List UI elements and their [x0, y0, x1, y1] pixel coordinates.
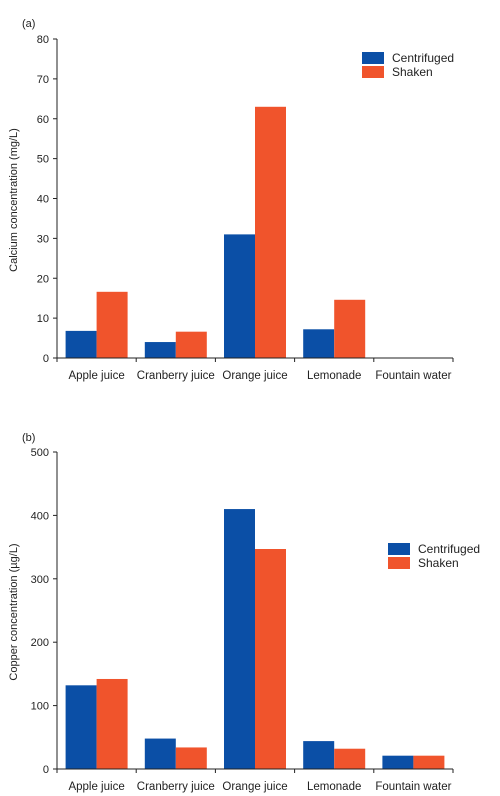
bar-shaken: [96, 291, 128, 358]
legend-label-centrifuged: Centrifuged: [392, 51, 454, 65]
y-tick-label: 70: [37, 74, 49, 86]
y-tick-label: 100: [31, 701, 49, 713]
bars: [65, 106, 366, 358]
y-axis-label: Copper concentration (µg/L): [8, 543, 20, 680]
legend-swatch-shaken: [362, 66, 384, 78]
y-tick-label: 60: [37, 114, 49, 126]
bar-centrifuged: [224, 509, 255, 769]
bar-centrifuged: [303, 329, 335, 358]
legend: Centrifuged Shaken: [362, 51, 454, 79]
bar-centrifuged: [65, 330, 97, 358]
x-axis-categories: Apple juice Cranberry juice Orange juice Le…: [56, 358, 454, 382]
legend: Centrifuged Shaken: [388, 542, 480, 570]
bar-shaken: [255, 106, 286, 358]
bar-shaken: [96, 678, 128, 769]
calcium-chart: (a) Calcium concentration (mg/L) 0 10 20 30…: [8, 18, 454, 382]
panel-label: (b): [22, 432, 35, 444]
y-axis-ticks: 0 100 200 300 400 500: [31, 447, 57, 776]
x-tick-label: Cranberry juice: [137, 370, 215, 382]
y-tick-label: 0: [43, 764, 49, 776]
y-tick-label: 20: [37, 273, 49, 285]
legend-swatch-centrifuged: [388, 543, 410, 555]
bar-shaken: [175, 747, 207, 769]
legend-swatch-shaken: [388, 557, 410, 569]
y-tick-label: 200: [31, 637, 49, 649]
legend-label-shaken: Shaken: [418, 556, 459, 570]
x-tick-label: Lemonade: [307, 370, 361, 382]
bar-centrifuged: [382, 755, 414, 769]
bar-centrifuged: [303, 741, 335, 769]
x-tick-label: Fountain water: [375, 370, 451, 382]
bar-centrifuged: [144, 342, 176, 358]
y-tick-label: 400: [31, 510, 49, 522]
y-tick-label: 300: [31, 574, 49, 586]
copper-chart: (b) Copper concentration (µg/L) 0 100 200 3…: [8, 432, 480, 793]
y-tick-label: 0: [43, 353, 49, 365]
y-tick-label: 30: [37, 233, 49, 245]
x-tick-label: Cranberry juice: [137, 781, 215, 793]
x-tick-label: Lemonade: [307, 781, 361, 793]
bar-shaken: [175, 331, 207, 358]
bars: [65, 509, 445, 769]
y-axis-label: Calcium concentration (mg/L): [8, 128, 20, 272]
x-tick-label: Fountain water: [375, 781, 451, 793]
legend-swatch-centrifuged: [362, 52, 384, 64]
bar-shaken: [334, 748, 366, 769]
y-tick-label: 500: [31, 447, 49, 459]
bar-centrifuged: [65, 685, 97, 769]
x-tick-label: Apple juice: [68, 781, 124, 793]
x-tick-label: Orange juice: [222, 370, 287, 382]
bar-centrifuged: [144, 738, 176, 769]
bar-shaken: [334, 299, 366, 358]
y-tick-label: 50: [37, 154, 49, 166]
y-tick-label: 40: [37, 194, 49, 206]
panel-label: (a): [22, 18, 35, 30]
bar-shaken: [255, 549, 286, 769]
bar-centrifuged: [224, 234, 255, 358]
y-tick-label: 80: [37, 34, 49, 46]
x-axis-categories: Apple juice Cranberry juice Orange juice Le…: [56, 769, 454, 793]
x-tick-label: Orange juice: [222, 781, 287, 793]
y-tick-label: 10: [37, 313, 49, 325]
bar-shaken: [413, 755, 445, 769]
x-tick-label: Apple juice: [68, 370, 124, 382]
y-axis-ticks: 0 10 20 30 40 50 60 70 80: [37, 34, 57, 365]
legend-label-centrifuged: Centrifuged: [418, 542, 480, 556]
legend-label-shaken: Shaken: [392, 65, 433, 79]
